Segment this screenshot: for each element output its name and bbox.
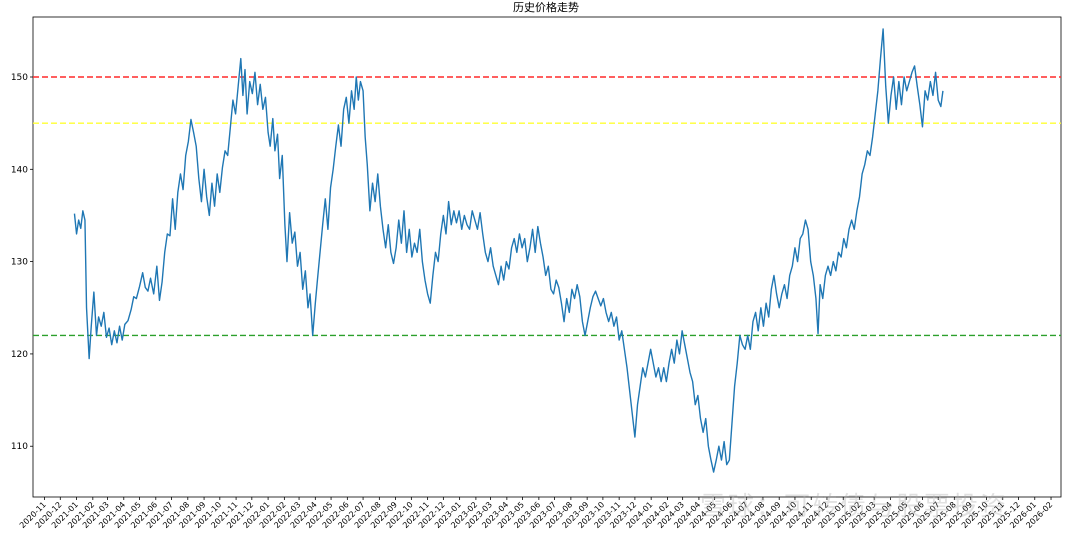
plot-area [32,16,1062,498]
watermark: 雪球：可转债与股票投资 [700,492,1009,522]
reference-lines [33,76,1061,337]
y-tick-label: 110 [11,442,28,452]
series-layer [73,28,944,473]
y-tick-label: 120 [11,350,28,360]
y-tick-label: 130 [11,258,28,268]
price-series-line [73,28,944,473]
y-tick-label: 140 [11,165,28,175]
chart-title: 历史价格走势 [513,0,579,14]
y-axis: 110 120 130 140 150 [11,73,33,452]
y-tick-label: 150 [11,73,28,83]
